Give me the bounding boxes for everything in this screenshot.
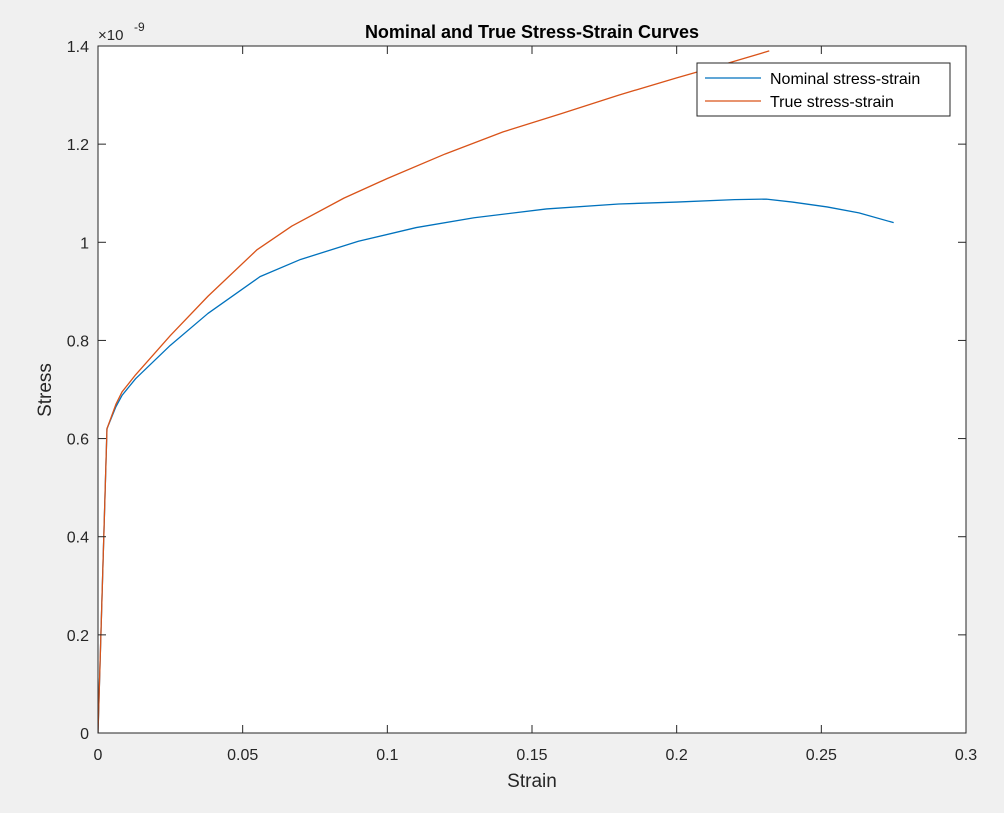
y-multiplier-base: ×10 (98, 27, 123, 44)
legend: Nominal stress-strain True stress-strain (696, 62, 951, 117)
y-tick-label: 1.2 (67, 137, 89, 154)
series-line-nominal-stress-strain (98, 198, 894, 733)
legend-label-true: True stress-strain (770, 94, 894, 111)
y-tick-label: 0 (80, 726, 89, 743)
x-tick-label: 0.1 (376, 747, 398, 764)
x-tick-label: 0.2 (666, 747, 688, 764)
y-axis: 0 0.2 0.4 0.6 0.8 1 1.2 1.4 (67, 39, 966, 743)
x-tick-label: 0.15 (516, 747, 547, 764)
y-tick-label: 0.4 (67, 530, 89, 547)
y-axis-label: Stress (35, 363, 56, 417)
y-tick-label: 0.8 (67, 333, 89, 350)
y-multiplier-exponent: -9 (134, 20, 145, 34)
y-tick-label: 1 (80, 235, 89, 252)
legend-label-nominal: Nominal stress-strain (770, 71, 920, 88)
x-tick-label: 0.05 (227, 747, 258, 764)
plot-area (98, 46, 966, 733)
y-tick-label: 1.4 (67, 39, 89, 56)
x-tick-label: 0.25 (806, 747, 837, 764)
y-tick-label: 0.6 (67, 432, 89, 449)
chart-title: Nominal and True Stress-Strain Curves (365, 22, 699, 42)
x-axis-label: Strain (507, 771, 557, 792)
x-tick-label: 0.3 (955, 747, 977, 764)
y-tick-label: 0.2 (67, 628, 89, 645)
legend-box (696, 62, 951, 117)
series-line-true-stress-strain (98, 50, 770, 733)
series-layer (98, 50, 894, 733)
x-tick-label: 0 (94, 747, 103, 764)
x-axis: 0 0.05 0.1 0.15 0.2 0.25 0.3 (94, 46, 977, 764)
